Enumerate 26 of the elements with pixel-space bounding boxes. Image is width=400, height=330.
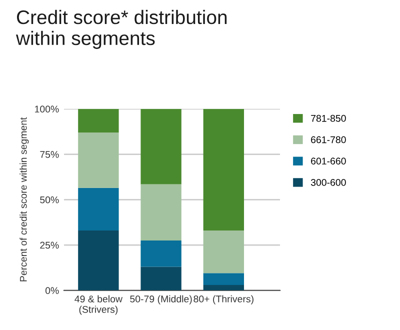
legend-label: 601-660 bbox=[311, 158, 346, 165]
chart-title: Credit score* distribution within segments bbox=[16, 10, 227, 49]
bar bbox=[140, 184, 182, 240]
y-tick-label: 75% bbox=[40, 151, 59, 158]
x-tick-label: 80+ (Thrivers) bbox=[194, 295, 254, 304]
bar bbox=[78, 188, 119, 231]
x-tick-label: 49 & below (Strivers) bbox=[74, 295, 123, 315]
y-axis-title: Percent of credit score within segment bbox=[20, 117, 29, 282]
bar bbox=[78, 230, 119, 290]
bar bbox=[140, 108, 182, 184]
y-tick-label: 25% bbox=[40, 242, 59, 249]
bar bbox=[78, 108, 119, 132]
bar bbox=[140, 240, 182, 267]
bar bbox=[203, 108, 244, 231]
bar bbox=[203, 273, 244, 285]
x-tick-label: 50-79 (Middle) bbox=[130, 295, 192, 304]
bar bbox=[78, 132, 119, 188]
bar bbox=[203, 284, 244, 290]
y-tick-label: 0% bbox=[45, 287, 59, 294]
y-tick-label: 50% bbox=[40, 196, 59, 204]
legend-label: 781-850 bbox=[311, 114, 346, 122]
legend-label: 300-600 bbox=[310, 179, 346, 186]
bar bbox=[140, 266, 182, 290]
bar bbox=[203, 230, 244, 274]
y-tick-label: 100% bbox=[35, 106, 59, 113]
legend-label: 661-780 bbox=[311, 136, 346, 144]
